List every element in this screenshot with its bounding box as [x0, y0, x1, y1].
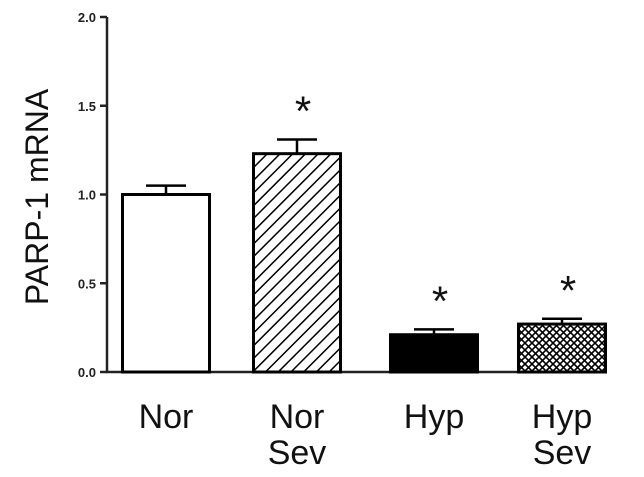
y-axis-ticks: 0.0 0.5 1.0 1.5 2.0 [78, 10, 107, 380]
bar-nor [121, 193, 211, 374]
significance-asterisk: * [560, 267, 576, 314]
bar-nor-sev [252, 152, 342, 374]
bars-group: * * * [121, 87, 607, 374]
bar-hyp-sev [517, 322, 607, 374]
x-tick-label: Nor [270, 398, 325, 436]
y-tick-label: 1.5 [78, 99, 96, 114]
x-tick-label: Hyp [532, 398, 592, 436]
y-tick-label: 2.0 [78, 10, 96, 25]
x-tick-label: Sev [533, 434, 592, 472]
significance-asterisk: * [432, 277, 448, 324]
y-tick-label: 1.0 [78, 188, 96, 203]
y-tick-label: 0.5 [78, 276, 96, 291]
x-tick-label: Sev [268, 434, 327, 472]
x-tick-label: Hyp [404, 398, 464, 436]
bar-hyp [389, 333, 479, 374]
x-tick-label: Nor [139, 398, 194, 436]
significance-asterisk: * [295, 87, 311, 134]
y-tick-label: 0.0 [78, 365, 96, 380]
y-axis-label: PARP-1 mRNA [19, 88, 55, 305]
